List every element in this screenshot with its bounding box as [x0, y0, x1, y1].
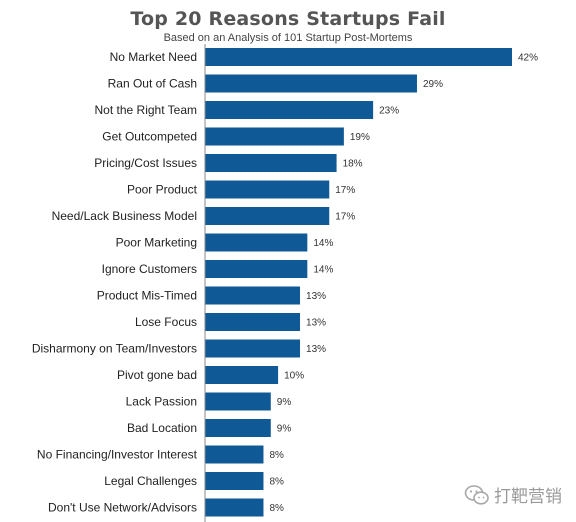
category-label: Lose Focus: [135, 315, 197, 329]
bar: [205, 207, 330, 225]
bar: [205, 233, 308, 252]
category-label: Get Outcompeted: [102, 130, 197, 144]
category-label: Legal Challenges: [104, 474, 197, 488]
data-label: 23%: [379, 106, 399, 117]
bar: [205, 260, 308, 278]
bar: [205, 498, 264, 517]
data-label: 14%: [313, 238, 333, 249]
data-label: 13%: [306, 318, 326, 329]
data-label: 9%: [277, 424, 292, 435]
watermark-text: 打靶营销: [494, 487, 562, 506]
data-label: 8%: [269, 503, 284, 514]
data-label: 17%: [335, 212, 355, 223]
category-label: Poor Product: [127, 183, 198, 197]
category-label: Need/Lack Business Model: [52, 209, 197, 223]
category-label: Don't Use Network/Advisors: [48, 501, 197, 515]
category-label: Poor Marketing: [116, 236, 197, 250]
data-label: 10%: [284, 371, 304, 382]
bar: [205, 366, 279, 384]
data-label: 19%: [350, 132, 370, 143]
data-label: 13%: [306, 291, 326, 302]
category-label: No Market Need: [110, 50, 197, 64]
data-label: 8%: [269, 477, 284, 488]
bar: [205, 313, 301, 331]
bar: [205, 74, 417, 93]
bar: [205, 339, 301, 358]
chart-title: Top 20 Reasons Startups Fail: [130, 8, 446, 30]
category-label: Ran Out of Cash: [108, 77, 197, 91]
data-label: 9%: [277, 397, 292, 408]
data-label: 29%: [423, 79, 443, 90]
data-label: 8%: [269, 450, 284, 461]
category-label: Ignore Customers: [102, 262, 197, 276]
data-label: 14%: [313, 265, 333, 276]
bar: [205, 101, 374, 119]
category-label: No Financing/Investor Interest: [37, 448, 198, 462]
category-label: Bad Location: [127, 421, 197, 435]
bar: [205, 154, 337, 172]
bar: [205, 472, 264, 490]
watermark: 打靶营销: [464, 482, 562, 507]
bar: [205, 127, 344, 146]
category-label: Not the Right Team: [95, 103, 198, 117]
bar: [205, 48, 512, 66]
bar: [205, 445, 264, 464]
category-label: Disharmony on Team/Investors: [32, 342, 197, 356]
data-label: 13%: [306, 344, 326, 355]
category-label: Lack Passion: [126, 395, 197, 409]
data-label: 42%: [518, 53, 538, 64]
bar: [205, 419, 271, 437]
category-label: Pricing/Cost Issues: [94, 156, 197, 170]
bar: [205, 286, 301, 305]
wechat-icon: [464, 484, 489, 505]
category-label: Pivot gone bad: [117, 368, 197, 382]
data-label: 17%: [335, 185, 355, 196]
data-label: 18%: [343, 159, 363, 170]
bar: [205, 180, 330, 199]
bar: [205, 392, 271, 411]
chart-subtitle: Based on an Analysis of 101 Startup Post…: [163, 32, 413, 44]
category-label: Product Mis-Timed: [97, 289, 197, 303]
